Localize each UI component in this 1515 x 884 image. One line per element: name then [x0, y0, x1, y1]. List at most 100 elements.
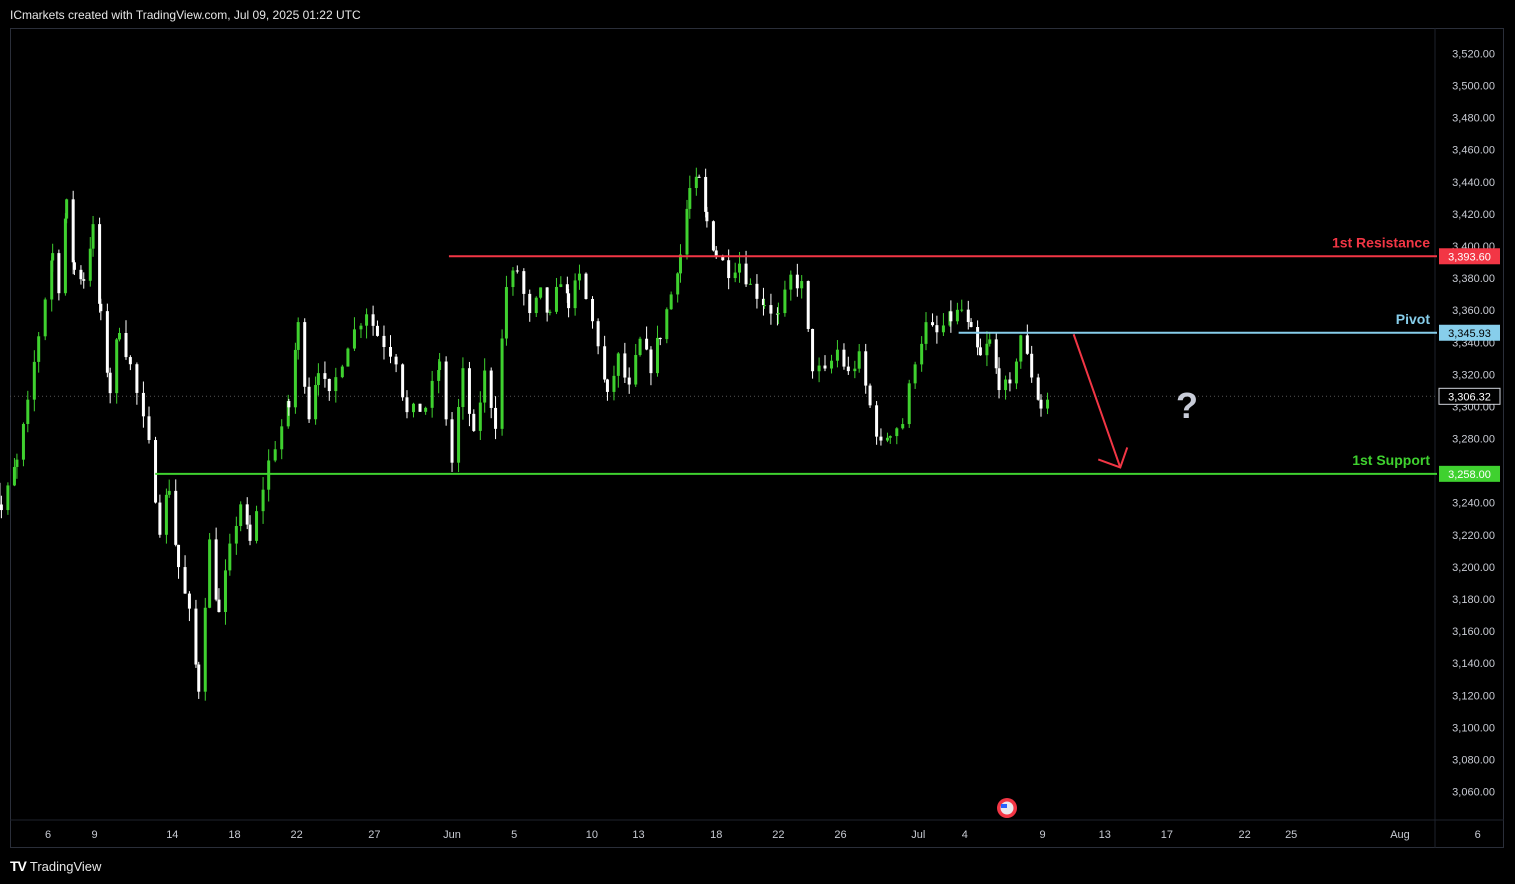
- candle-body: [806, 281, 810, 329]
- candle-body: [444, 361, 448, 420]
- candle-body: [539, 287, 543, 298]
- candle-body: [483, 370, 487, 403]
- candle-body: [879, 436, 883, 441]
- candle-body: [577, 273, 581, 281]
- level-price-text: 3,345.93: [1448, 328, 1491, 340]
- candle-body: [457, 407, 461, 463]
- candle-body: [868, 385, 872, 406]
- candle-body: [124, 333, 128, 358]
- candle-body: [846, 366, 850, 372]
- candle-body: [346, 348, 350, 367]
- candle-body: [755, 283, 759, 299]
- chart-header: ICmarkets created with TradingView.com, …: [0, 0, 1515, 28]
- candle-body: [1019, 335, 1023, 362]
- candle-body: [688, 188, 692, 209]
- candle-body: [665, 309, 669, 340]
- candle-body: [32, 361, 36, 400]
- candle-body: [515, 270, 519, 272]
- candle-body: [194, 608, 198, 665]
- y-tick-label: 3,440.00: [1452, 177, 1495, 189]
- x-tick-label: 27: [368, 829, 380, 841]
- candle-body: [418, 403, 422, 412]
- candle-body: [559, 284, 563, 287]
- candle-body: [293, 349, 297, 408]
- candle-body: [108, 372, 112, 394]
- projection-arrow-shaft: [1072, 333, 1122, 468]
- candle-body: [603, 346, 607, 380]
- candle-body: [430, 380, 434, 408]
- x-tick-label: 6: [1475, 829, 1481, 841]
- candle-body: [738, 263, 742, 273]
- candle-body: [875, 405, 879, 437]
- y-tick-label: 3,380.00: [1452, 273, 1495, 285]
- candle-body: [71, 199, 75, 263]
- y-tick-label: 3,200.00: [1452, 562, 1495, 574]
- candle-body: [371, 314, 375, 326]
- candle-body: [658, 337, 662, 340]
- candle-body: [761, 298, 765, 306]
- candle-body: [545, 287, 549, 313]
- candle-body: [960, 309, 964, 311]
- candle-body: [1008, 379, 1012, 384]
- candle-body: [500, 338, 504, 429]
- candle-body: [57, 253, 61, 294]
- candle-body: [913, 364, 917, 384]
- candle-body: [359, 325, 363, 330]
- candle-body: [733, 272, 737, 279]
- candle-body: [255, 511, 259, 541]
- candle-body: [920, 343, 924, 365]
- candle-body: [167, 490, 171, 495]
- candle-body: [177, 544, 181, 568]
- candle-body: [511, 270, 515, 288]
- candle-body: [705, 211, 709, 222]
- candle-body: [748, 283, 752, 285]
- candle-body: [0, 504, 3, 511]
- y-tick-label: 3,060.00: [1452, 787, 1495, 799]
- candle-body: [949, 311, 953, 322]
- candle-body: [776, 313, 780, 315]
- candle-body: [534, 297, 538, 314]
- candle-body: [88, 248, 92, 281]
- level-price-badge: [1439, 465, 1500, 482]
- candle-body: [489, 370, 493, 408]
- candle-body: [762, 305, 766, 307]
- candle-body: [158, 502, 162, 535]
- candle-body: [1004, 379, 1008, 391]
- candle-body: [830, 360, 834, 369]
- candle-body: [985, 343, 989, 356]
- x-tick-label: 13: [1099, 829, 1111, 841]
- candle-body: [853, 368, 857, 372]
- candle-body: [478, 402, 482, 431]
- candle-body: [634, 354, 638, 385]
- candle-body: [721, 256, 725, 261]
- candle-body: [591, 298, 595, 322]
- x-tick-label: Aug: [1390, 829, 1410, 841]
- candle-body: [99, 303, 103, 312]
- candle-body: [280, 426, 284, 450]
- candle-body: [214, 539, 218, 600]
- candle-body: [817, 365, 821, 372]
- candle-body: [907, 383, 911, 425]
- candle-body: [472, 413, 476, 431]
- x-tick-label: Jul: [911, 829, 925, 841]
- candle-body: [91, 224, 95, 249]
- x-tick-label: 18: [710, 829, 722, 841]
- candle-body: [811, 328, 815, 372]
- y-tick-label: 3,080.00: [1452, 754, 1495, 766]
- candle-body: [303, 322, 307, 387]
- tradingview-brand[interactable]: TV TradingView: [10, 858, 101, 874]
- candle-body: [147, 416, 151, 441]
- candle-body: [174, 490, 178, 545]
- x-tick-label: 17: [1161, 829, 1173, 841]
- candle-body: [655, 337, 659, 374]
- candle-body: [15, 459, 19, 467]
- y-tick-label: 3,120.00: [1452, 690, 1495, 702]
- candle-body: [352, 329, 356, 349]
- us-flag-canton-icon: [1001, 804, 1007, 808]
- candle-body: [287, 401, 291, 408]
- candle-body: [375, 325, 379, 336]
- candle-body: [128, 357, 132, 365]
- candle-body: [678, 254, 682, 274]
- y-tick-label: 3,360.00: [1452, 305, 1495, 317]
